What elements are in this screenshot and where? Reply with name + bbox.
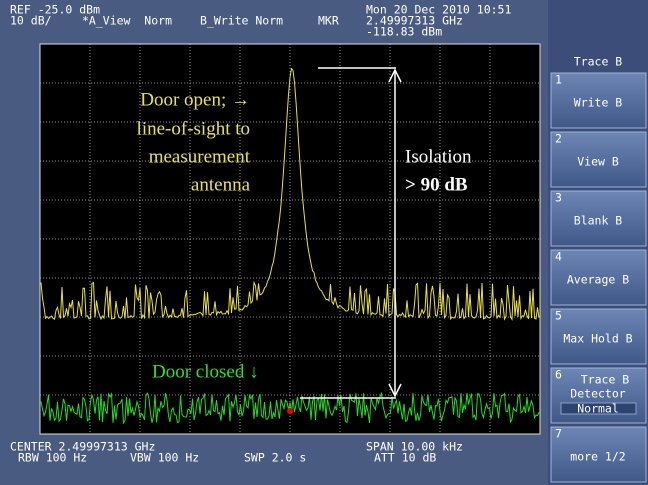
- softkey-sub: Normal: [577, 402, 619, 416]
- softkey-label: Write B: [574, 96, 623, 110]
- softkey-label: Trace B: [581, 373, 630, 387]
- datetime: Mon 20 Dec 2010 10:51: [366, 3, 511, 17]
- isolation-value: > 90 dB: [405, 174, 468, 195]
- softkey-label: more 1/2: [570, 450, 625, 464]
- door-closed-note: Door closed ↓: [152, 361, 259, 382]
- marker-dot: [287, 408, 293, 414]
- sweep-time: SWP 2.0 s: [244, 451, 306, 465]
- softkey[interactable]: 3 Blank B: [551, 191, 646, 247]
- marker-label: MKR: [318, 14, 339, 28]
- softkey[interactable]: 1 Write B: [551, 73, 646, 129]
- door-open-note: antenna: [191, 174, 251, 195]
- softkey-number: 3: [555, 191, 562, 205]
- door-open-note: line-of-sight to: [137, 118, 250, 139]
- door-open-note: Door open; →: [140, 89, 250, 110]
- softkey-number: 1: [555, 73, 562, 87]
- attenuation: ATT 10 dB: [374, 451, 436, 465]
- trace-a-mode: *A_View Norm: [82, 14, 172, 28]
- softkey-label: View B: [577, 155, 619, 169]
- softkey-title: Trace B: [574, 55, 623, 69]
- softkey[interactable]: 7 more 1/2: [551, 427, 646, 483]
- softkey-label: Max Hold B: [563, 332, 632, 346]
- analyzer-screen: REF -25.0 dBm 10 dB/ *A_View Norm B_Writ…: [0, 0, 648, 485]
- trace-b-mode: B_Write Norm: [200, 14, 283, 28]
- softkey-number: 5: [555, 309, 562, 323]
- softkey[interactable]: 4 Average B: [551, 250, 646, 306]
- softkey-label: Average B: [567, 273, 629, 287]
- door-open-note: measurement: [149, 146, 251, 167]
- isolation-label: Isolation: [405, 146, 472, 167]
- vbw: VBW 100 Hz: [130, 451, 199, 465]
- softkey-number: 6: [555, 368, 562, 382]
- softkey-label: Blank B: [574, 214, 623, 228]
- softkey-label: Detector: [570, 387, 625, 401]
- softkey[interactable]: 2 View B: [551, 132, 646, 188]
- marker-level: -118.83 dBm: [366, 25, 442, 39]
- rbw: RBW 100 Hz: [18, 451, 87, 465]
- scale: 10 dB/: [10, 14, 52, 28]
- softkey-number: 2: [555, 132, 562, 146]
- softkey-number: 7: [555, 427, 562, 441]
- softkey-number: 4: [555, 250, 562, 264]
